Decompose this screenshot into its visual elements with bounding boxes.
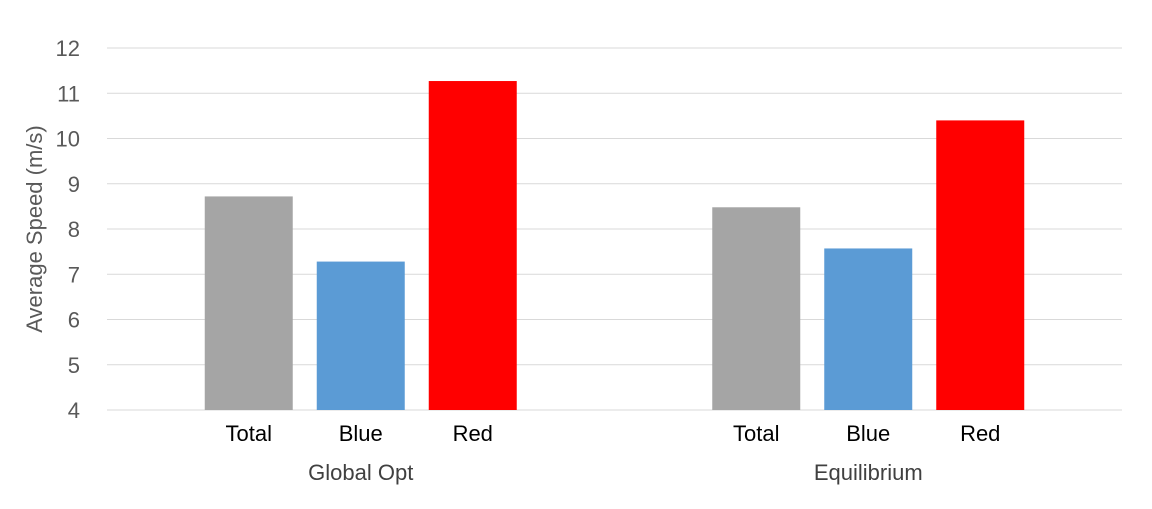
y-tick-label: 11 [57, 81, 80, 106]
bar-equilibrium-red [936, 120, 1025, 411]
y-tick-label: 5 [68, 353, 80, 378]
category-labels: Total Blue Red Total Blue Red [226, 421, 1001, 446]
group-label: Global Opt [308, 460, 413, 485]
bar-global-opt-red [428, 81, 517, 410]
bar-global-opt-total [204, 196, 293, 410]
y-tick-label: 12 [56, 36, 80, 61]
y-tick-label: 7 [68, 262, 80, 287]
y-tick-label: 4 [68, 398, 80, 423]
group-label: Equilibrium [814, 460, 923, 485]
bar-global-opt-blue [316, 261, 405, 410]
y-tick-label: 8 [68, 217, 80, 242]
category-label: Red [960, 421, 1000, 446]
category-label: Red [453, 421, 493, 446]
category-label: Blue [846, 421, 890, 446]
bar-equilibrium-total [712, 207, 801, 410]
category-label: Total [733, 421, 779, 446]
bar-equilibrium-blue [824, 248, 913, 410]
group-labels: Global Opt Equilibrium [308, 460, 923, 485]
bars [204, 81, 1025, 411]
y-tick-label: 6 [68, 308, 80, 333]
y-tick-label: 9 [68, 172, 80, 197]
category-label: Blue [339, 421, 383, 446]
y-tick-label: 10 [56, 127, 80, 152]
category-label: Total [226, 421, 272, 446]
y-tick-labels: 4 5 6 7 8 9 10 11 12 [56, 36, 80, 423]
y-axis-title: Average Speed (m/s) [22, 125, 47, 332]
